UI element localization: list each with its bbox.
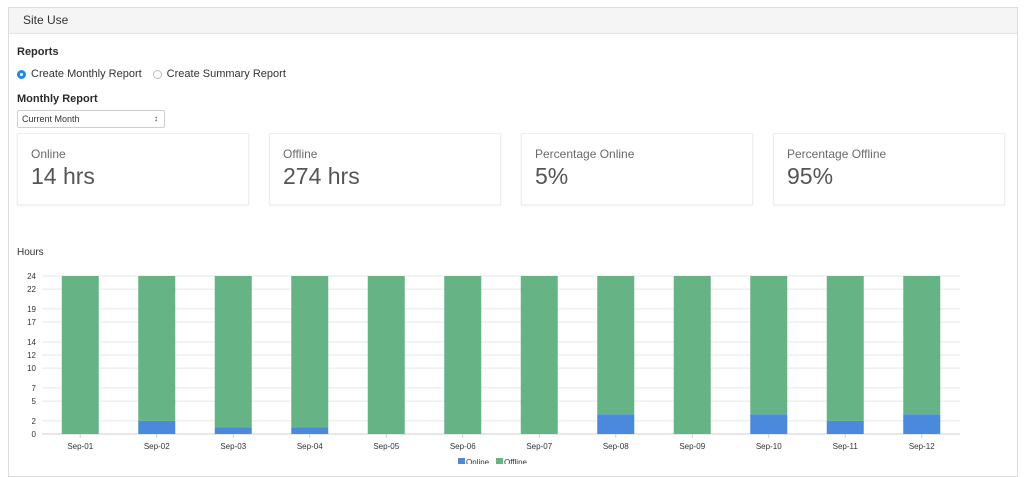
bar-online-sep-12 [903,414,941,434]
y-tick-label: 2 [32,417,37,426]
summary-report-radio-label[interactable]: Create Summary Report [166,68,286,80]
report-type-radio-group: Create Monthly Report Create Summary Rep… [17,68,297,80]
stat-label: Percentage Offline [787,147,887,161]
x-tick-label: Sep-10 [756,442,782,451]
y-tick-label: 0 [32,430,37,439]
bar-offline-sep-05 [367,276,405,434]
monthly-report-heading: Monthly Report [17,93,98,105]
chart-bars [61,276,941,434]
bar-online-sep-08 [597,414,635,434]
chart-x-axis: Sep-01 Sep-02 Sep-03 Sep-04 Sep-05 Sep-06 Sep-… [67,434,935,451]
x-tick-label: Sep-03 [220,442,246,451]
legend-swatch-offline [496,458,503,464]
bar-offline-sep-03 [214,276,252,428]
bar-offline-sep-12 [903,276,941,415]
legend-label-online: Online [466,458,490,464]
legend-label-offline: Offline [504,458,528,464]
y-tick-label: 19 [27,305,36,314]
site-use-panel: Site Use [8,7,1018,477]
y-tick-label: 24 [27,272,36,281]
x-tick-label: Sep-02 [144,442,170,451]
reports-heading: Reports [17,46,59,58]
bar-offline-sep-04 [291,276,329,428]
y-tick-label: 22 [27,285,36,294]
x-tick-label: Sep-09 [679,442,705,451]
x-tick-label: Sep-06 [450,442,476,451]
summary-report-radio[interactable] [152,69,162,79]
bar-offline-sep-09 [673,276,711,434]
select-arrows-icon: ↕ [154,114,158,123]
month-select[interactable]: Current Month ↕ [17,110,165,128]
x-tick-label: Sep-04 [297,442,323,451]
stat-card-percentage-offline: Percentage Offline 95% [773,133,1005,205]
bar-online-sep-02 [138,420,176,434]
monthly-report-radio[interactable] [17,69,26,79]
y-tick-label: 17 [27,318,36,327]
chart-y-title: Hours [17,247,44,258]
x-tick-label: Sep-01 [67,442,93,451]
bar-online-sep-11 [826,420,864,434]
month-select-value: Current Month [22,114,80,124]
bar-offline-sep-06 [444,276,482,434]
x-tick-label: Sep-12 [909,442,935,451]
stat-label: Offline [283,147,318,161]
chart-legend: Online Offline [458,458,528,464]
bar-offline-sep-08 [597,276,635,415]
x-tick-label: Sep-08 [603,442,629,451]
stat-label: Percentage Online [535,147,635,161]
panel-title: Site Use [9,8,1017,34]
stat-card-offline: Offline 274 hrs [269,133,501,205]
chart-gridlines [42,275,960,435]
y-tick-label: 10 [27,364,36,373]
stat-value: 95% [787,163,834,189]
x-tick-label: Sep-05 [373,442,399,451]
monthly-report-radio-label[interactable]: Create Monthly Report [31,68,142,80]
chart-y-axis: 0 2 5 7 10 12 14 17 19 22 24 [27,272,36,439]
bar-online-sep-03 [214,427,252,434]
stat-label: Online [31,147,66,161]
y-tick-label: 14 [27,338,36,347]
legend-swatch-online [458,458,465,464]
y-tick-label: 7 [32,384,37,393]
stat-value: 14 hrs [31,163,95,189]
stat-card-online: Online 14 hrs [17,133,249,205]
bar-offline-sep-10 [750,276,788,415]
x-tick-label: Sep-07 [526,442,552,451]
y-tick-label: 12 [27,351,36,360]
x-tick-label: Sep-11 [833,442,859,451]
bar-online-sep-04 [291,427,329,434]
bar-online-sep-10 [750,414,788,434]
stat-value: 5% [535,163,569,189]
stat-card-percentage-online: Percentage Online 5% [521,133,753,205]
y-tick-label: 5 [32,397,37,406]
bar-offline-sep-11 [826,276,864,421]
bar-offline-sep-01 [61,276,99,434]
bar-offline-sep-02 [138,276,176,421]
bar-offline-sep-07 [520,276,558,434]
stat-value: 274 hrs [283,163,360,189]
